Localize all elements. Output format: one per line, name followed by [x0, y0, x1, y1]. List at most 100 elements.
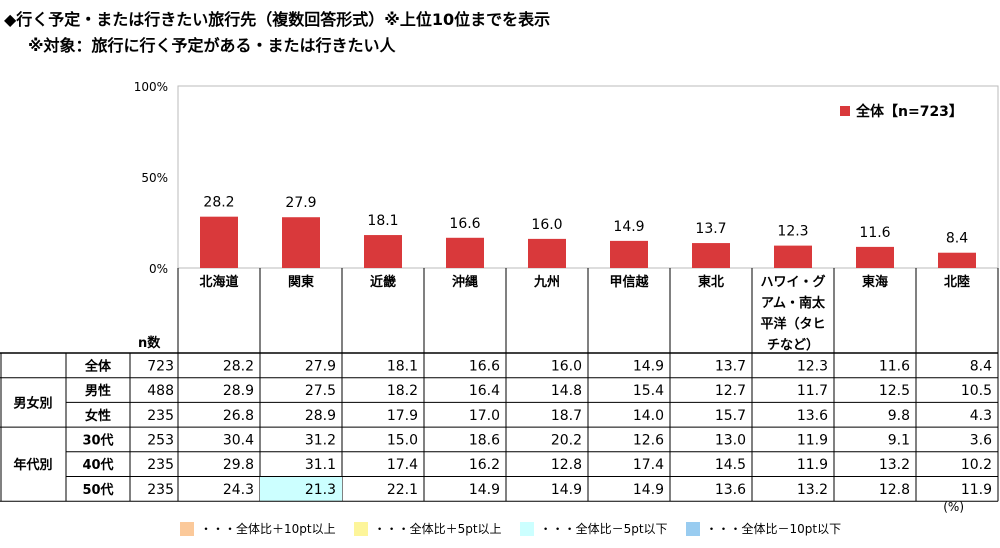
table-cell: 12.8 [551, 457, 582, 473]
table-cell: 27.9 [305, 358, 336, 374]
row-label: 30代 [82, 432, 113, 448]
table-cell: 11.9 [961, 482, 992, 498]
n-value: 235 [147, 408, 174, 424]
table-cell: 13.0 [715, 432, 746, 448]
chart-subtitle: ※対象：旅行に行く予定がある・または行きたい人 [28, 36, 396, 55]
row-label: 女性 [85, 408, 111, 424]
category-label: 関東 [288, 274, 314, 290]
bar [610, 240, 648, 268]
highlight-legend-item: ・・・全体比－5pt以下 [519, 520, 668, 537]
category-label: ハワイ・グ [760, 274, 825, 290]
table-cell: 31.2 [305, 432, 336, 448]
data-label: 27.9 [285, 195, 316, 211]
table-cell: 11.6 [879, 358, 910, 374]
table-cell: 11.7 [797, 383, 828, 399]
category-label: アム・南太 [761, 295, 826, 311]
bar [692, 243, 730, 268]
unit-label: (%) [943, 500, 964, 514]
row-label: 40代 [82, 457, 113, 473]
table-cell: 17.4 [633, 457, 664, 473]
table-cell: 9.1 [888, 432, 910, 448]
table-cell: 17.9 [387, 408, 418, 424]
table-cell: 11.9 [797, 432, 828, 448]
table-cell: 22.1 [387, 482, 418, 498]
table-cell: 4.3 [970, 408, 992, 424]
table-cell: 21.3 [305, 482, 336, 498]
bar [282, 217, 320, 268]
table-cell: 31.1 [305, 457, 336, 473]
category-label: 近畿 [370, 274, 396, 290]
table-cell: 11.9 [797, 457, 828, 473]
table-cell: 14.9 [633, 482, 664, 498]
table-cell: 12.8 [879, 482, 910, 498]
category-label: 甲信越 [609, 274, 649, 290]
row-label: 男性 [85, 383, 111, 399]
data-label: 8.4 [946, 231, 968, 247]
highlight-swatch [519, 521, 534, 536]
bar [774, 245, 812, 268]
table-cell: 15.7 [715, 408, 746, 424]
n-value: 723 [147, 358, 174, 374]
category-label: 東海 [862, 274, 888, 290]
bar [856, 246, 894, 268]
data-label: 13.7 [695, 221, 726, 237]
highlight-swatch [353, 521, 368, 536]
category-label: 九州 [533, 275, 560, 290]
table-cell: 14.8 [551, 383, 582, 399]
table-cell: 16.4 [469, 383, 500, 399]
highlight-legend-item: ・・・全体比＋10pt以上 [180, 520, 336, 537]
table-cell: 12.3 [797, 358, 828, 374]
highlight-legend-label: ・・・全体比－5pt以下 [539, 522, 668, 536]
table-cell: 27.5 [305, 383, 336, 399]
n-value: 253 [147, 432, 174, 448]
row-label: 全体 [84, 358, 112, 374]
n-header: n数 [138, 335, 161, 351]
table-cell: 29.8 [223, 457, 254, 473]
table-cell: 18.1 [387, 358, 418, 374]
table-cell: 16.0 [551, 358, 582, 374]
table-cell: 18.2 [387, 383, 418, 399]
table-cell: 14.9 [551, 482, 582, 498]
y-tick-label: 50% [141, 171, 168, 185]
legend-swatch [840, 106, 850, 116]
table-cell: 8.4 [970, 358, 992, 374]
highlight-legend: ・・・全体比＋10pt以上 ・・・全体比＋5pt以上 ・・・全体比－5pt以下 … [180, 520, 841, 537]
table-cell: 18.6 [469, 432, 500, 448]
n-value: 235 [147, 457, 174, 473]
category-label: 平洋（タヒ [760, 316, 825, 332]
table-cell: 14.0 [633, 408, 664, 424]
table-cell: 15.4 [633, 383, 664, 399]
category-label: チなど） [767, 337, 819, 353]
table-cell: 10.5 [961, 383, 992, 399]
bar [446, 237, 484, 268]
data-label: 16.6 [449, 216, 480, 232]
table-cell: 17.0 [469, 408, 500, 424]
table-cell: 13.2 [879, 457, 910, 473]
table-cell: 13.2 [797, 482, 828, 498]
table-cell: 12.7 [715, 383, 746, 399]
group-label: 男女別 [13, 395, 52, 411]
group-label: 年代別 [13, 457, 52, 473]
table-cell: 14.5 [715, 457, 746, 473]
chart-legend: 全体【n=723】 [836, 98, 988, 124]
row-label: 50代 [82, 482, 113, 498]
data-label: 18.1 [367, 213, 398, 229]
table-cell: 12.5 [879, 383, 910, 399]
y-tick-label: 100% [134, 80, 168, 94]
highlight-legend-item: ・・・全体比－10pt以下 [685, 520, 841, 537]
n-value: 488 [147, 383, 174, 399]
bar [364, 235, 402, 268]
data-label: 14.9 [613, 219, 644, 235]
highlight-legend-item: ・・・全体比＋5pt以上 [353, 520, 502, 537]
table-cell: 30.4 [223, 432, 254, 448]
table-cell: 28.9 [223, 383, 254, 399]
bar [528, 238, 566, 268]
table-cell: 16.2 [469, 457, 500, 473]
y-tick-label: 0% [149, 262, 168, 276]
table-cell: 17.4 [387, 457, 418, 473]
table-cell: 3.6 [970, 432, 992, 448]
table-cell: 20.2 [551, 432, 582, 448]
highlight-swatch [685, 521, 700, 536]
highlight-legend-label: ・・・全体比＋10pt以上 [200, 522, 336, 536]
